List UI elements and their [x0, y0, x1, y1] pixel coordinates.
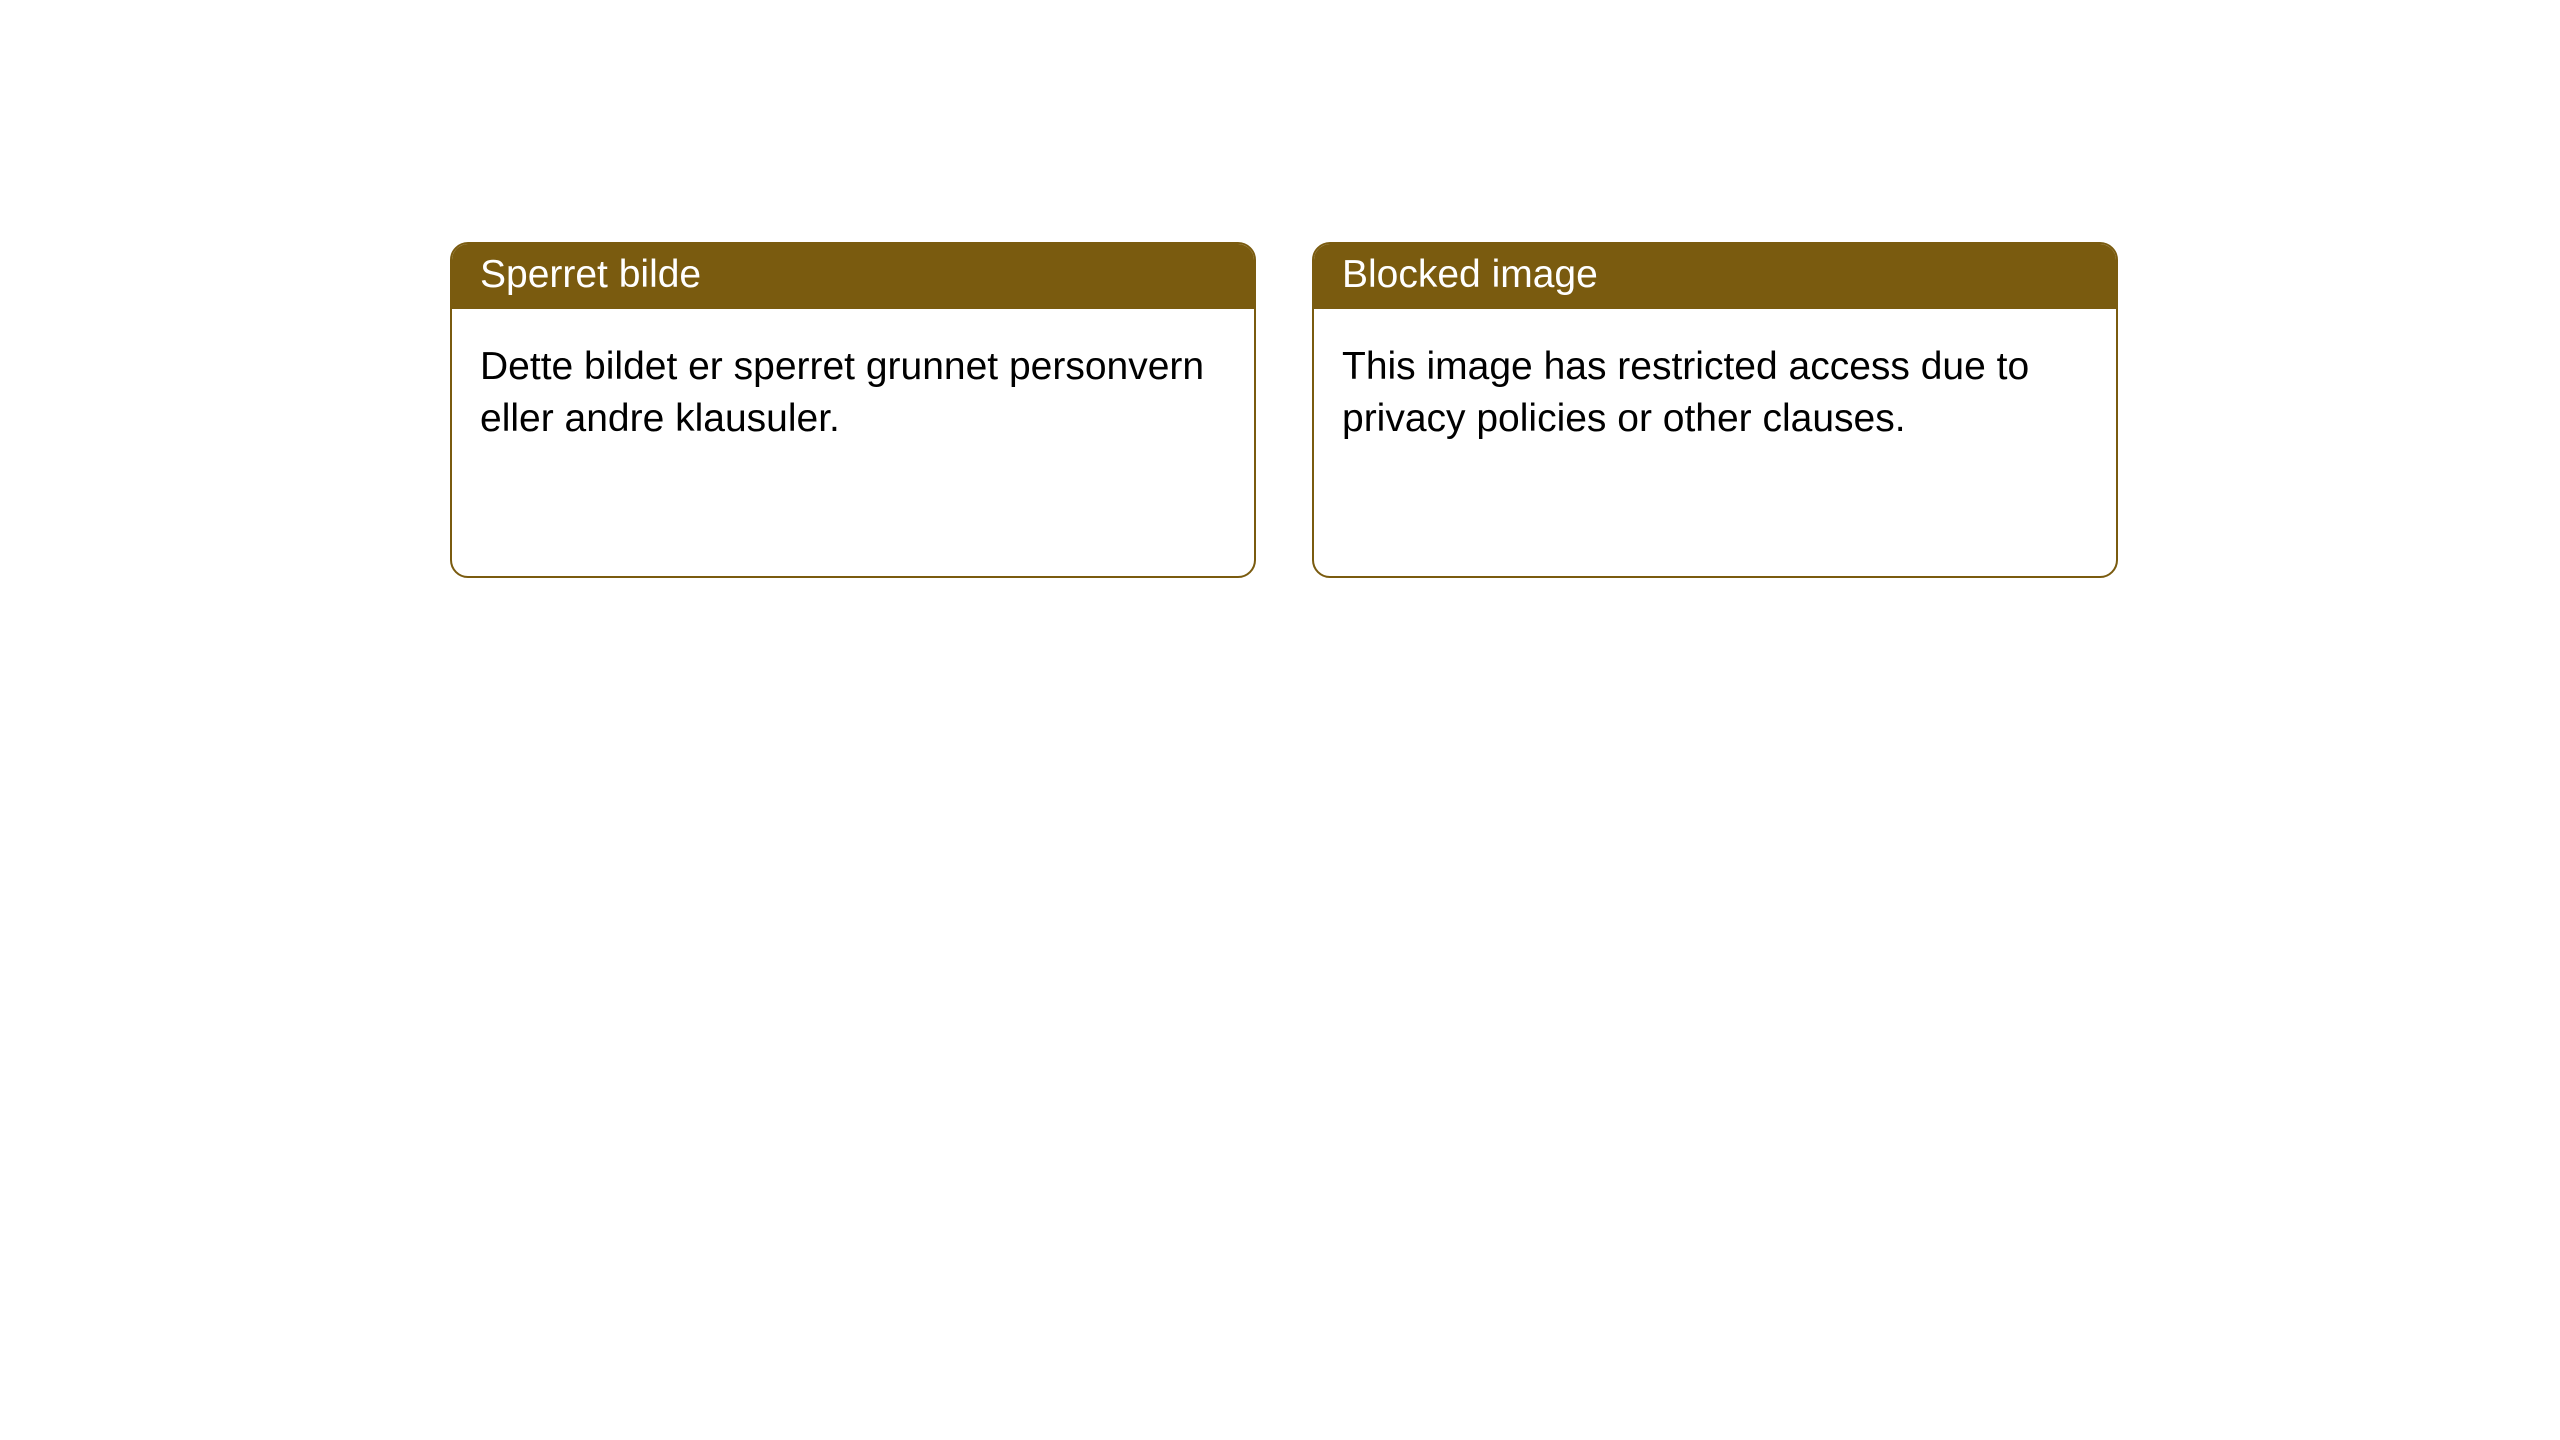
- card-header: Sperret bilde: [452, 244, 1254, 309]
- card-header: Blocked image: [1314, 244, 2116, 309]
- card-body: This image has restricted access due to …: [1314, 309, 2116, 478]
- notice-card-norwegian: Sperret bilde Dette bildet er sperret gr…: [450, 242, 1256, 578]
- notice-card-english: Blocked image This image has restricted …: [1312, 242, 2118, 578]
- card-body: Dette bildet er sperret grunnet personve…: [452, 309, 1254, 478]
- notice-cards-container: Sperret bilde Dette bildet er sperret gr…: [450, 242, 2118, 578]
